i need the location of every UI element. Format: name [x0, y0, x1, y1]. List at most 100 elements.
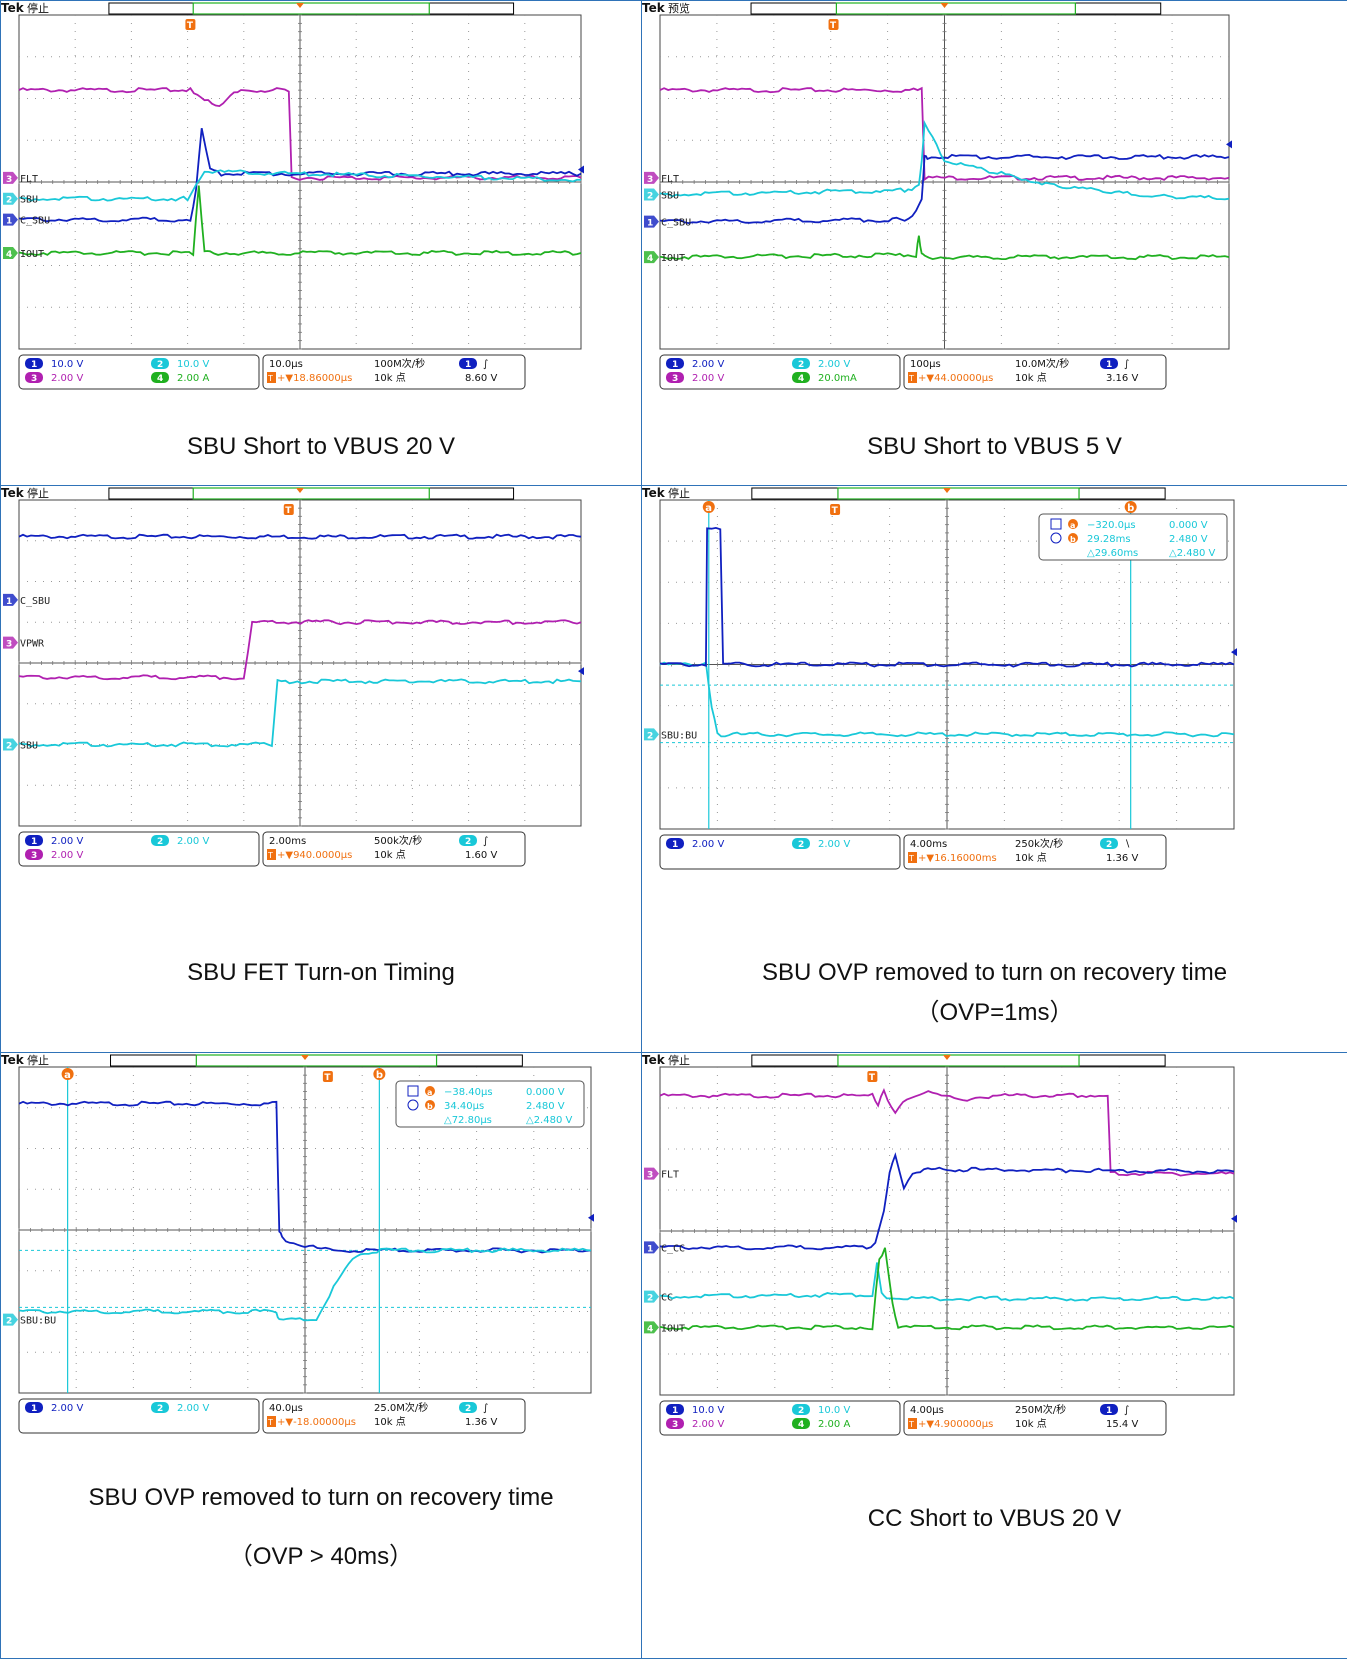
svg-text:a: a	[705, 503, 712, 514]
svg-text:4: 4	[798, 374, 804, 384]
svg-text:+▼-18.00000µs: +▼-18.00000µs	[277, 1417, 356, 1428]
svg-text:a: a	[1070, 521, 1075, 530]
channel-label-sbubu[interactable]: 2 SBU:BU	[3, 1313, 56, 1327]
scope-screen: Tek 停止 T 1 C_SBU 3 VPWR 2 SBU 1 2.00 V 2 2.00 V 3 2.00…	[1, 486, 584, 867]
svg-text:3: 3	[6, 175, 12, 185]
svg-text:1: 1	[31, 837, 37, 847]
svg-text:FLT: FLT	[661, 1170, 679, 1181]
svg-text:10k 点: 10k 点	[1015, 1418, 1047, 1430]
cursor-x-value: △29.60ms	[1087, 548, 1138, 559]
ch-scale-value: 2.00 V	[692, 1419, 724, 1430]
trace-ch1	[659, 526, 1235, 668]
trace-ch3	[659, 86, 1230, 182]
svg-text:FLT: FLT	[20, 174, 38, 185]
svg-text:2: 2	[798, 1406, 804, 1416]
svg-text:CC: CC	[661, 1293, 673, 1304]
cursor-x-value: 29.28ms	[1087, 534, 1131, 545]
cursor-y-value: △2.480 V	[1169, 548, 1215, 559]
scope-status: 停止	[27, 1053, 49, 1067]
svg-text:a: a	[427, 1088, 432, 1097]
svg-text:2: 2	[465, 1404, 471, 1414]
svg-text:T: T	[830, 21, 837, 31]
svg-text:+▼16.16000ms: +▼16.16000ms	[918, 853, 997, 864]
channel-label-iout[interactable]: 4 IOUT	[3, 246, 44, 260]
channel-label-ccc[interactable]: 1 C_CC	[644, 1241, 685, 1254]
timebase-readout: 4.00ms 250k次/秒 T +▼16.16000ms 10k 点 2 ∖ 1.36 V	[903, 834, 1167, 870]
record-bar	[751, 1054, 1166, 1067]
svg-text:3: 3	[6, 640, 12, 650]
scope-status: 停止	[668, 486, 690, 500]
svg-text:1: 1	[31, 360, 37, 370]
channel-label-sbu[interactable]: 2 SBU	[644, 188, 679, 202]
svg-text:250k次/秒: 250k次/秒	[1015, 837, 1063, 850]
scope-brand: Tek	[1, 1053, 25, 1067]
timebase-readout: 4.00µs 250M次/秒 T +▼4.900000µs 10k 点 1 ∫ 15.4 V	[903, 1400, 1167, 1436]
svg-text:T: T	[869, 1073, 876, 1083]
svg-text:10k 点: 10k 点	[1015, 852, 1047, 864]
channel-label-cc[interactable]: 2 CC	[644, 1290, 673, 1304]
panel-caption: SBU Short to VBUS 5 V	[867, 433, 1122, 460]
svg-text:1.36 V: 1.36 V	[465, 1417, 497, 1428]
svg-text:2: 2	[6, 196, 12, 206]
scope-brand: Tek	[642, 1, 666, 15]
channel-label-sbu[interactable]: 2 SBU	[3, 738, 38, 752]
svg-text:2: 2	[157, 360, 163, 370]
scope-screen: Tek 停止 T 3 FLT 1 C_CC 2 CC 4 IOUT 1 10.0 V 2 10.0 V 3 2.…	[642, 1053, 1237, 1436]
svg-text:C_CC: C_CC	[661, 1243, 685, 1254]
trigger-marker: T	[283, 504, 294, 516]
channel-label-iout[interactable]: 4 IOUT	[644, 1321, 685, 1334]
scope-status: 预览	[668, 1, 690, 15]
panel-caption: SBU OVP removed to turn on recovery time	[761, 959, 1228, 986]
svg-text:∫: ∫	[483, 359, 488, 370]
panel-p2: Tek 预览 T 3 FLT 2 SBU 1 C_SBU 4 IOUT 1 2.00 V 2 2.00 V 3…	[641, 0, 1347, 486]
svg-text:250M次/秒: 250M次/秒	[1015, 1403, 1066, 1416]
channel-label-csbu[interactable]: 1 C_SBU	[644, 215, 691, 229]
channel-label-sbu[interactable]: 2 SBU	[3, 192, 38, 206]
cursor-readout: a −38.40µs 0.000 V b 34.40µs 2.480 V △72.80µs △…	[395, 1080, 585, 1128]
svg-text:2.00ms: 2.00ms	[269, 836, 306, 847]
svg-text:1: 1	[6, 597, 12, 607]
svg-text:10.0M次/秒: 10.0M次/秒	[1015, 357, 1069, 370]
svg-text:3: 3	[647, 175, 653, 185]
trace-ch1	[18, 128, 582, 223]
ch-scale-value: 2.00 A	[177, 373, 209, 384]
channel-label-flt[interactable]: 3 FLT	[644, 171, 679, 185]
svg-text:+▼940.0000µs: +▼940.0000µs	[277, 850, 352, 861]
panel-caption: CC Short to VBUS 20 V	[867, 1505, 1122, 1532]
ch-scale-value: 2.00 V	[51, 850, 83, 861]
trace-ch2	[659, 1262, 1235, 1302]
ch-scale-value: 2.00 V	[692, 359, 724, 370]
svg-text:1: 1	[6, 217, 12, 227]
channel-label-iout[interactable]: 4 IOUT	[644, 251, 685, 264]
svg-text:1: 1	[672, 360, 678, 370]
channel-label-csbu[interactable]: 1 C_SBU	[3, 213, 50, 227]
svg-text:15.4 V: 15.4 V	[1106, 1419, 1138, 1430]
svg-text:2: 2	[1106, 840, 1112, 850]
scale-readout: 1 2.00 V 2 2.00 V 3 2.00 V 4 20.0mA	[659, 354, 901, 390]
channel-label-csbu[interactable]: 1 C_SBU	[3, 593, 50, 607]
ch-scale-value: 2.00 V	[51, 836, 83, 847]
timebase-readout: 40.0µs 25.0M次/秒 T +▼-18.00000µs 10k 点 2 ∫ 1.36 …	[262, 1398, 526, 1434]
svg-text:+▼44.00000µs: +▼44.00000µs	[918, 373, 993, 384]
timebase-readout: 2.00ms 500k次/秒 T +▼940.0000µs 10k 点 2 ∫ 1.60 V	[262, 831, 526, 867]
channel-label-flt[interactable]: 3 FLT	[3, 171, 38, 185]
svg-text:2: 2	[157, 837, 163, 847]
channel-label-sbubu[interactable]: 2 SBU:BU	[644, 728, 697, 741]
svg-text:4.00ms: 4.00ms	[910, 839, 947, 850]
svg-text:∫: ∫	[483, 836, 488, 847]
channel-label-vpwr[interactable]: 3 VPWR	[3, 636, 45, 650]
svg-text:3: 3	[31, 374, 37, 384]
panel-caption: （OVP > 40ms）	[228, 1543, 414, 1570]
ch-scale-value: 2.00 A	[818, 1419, 850, 1430]
ch-scale-value: 2.00 V	[818, 839, 850, 850]
svg-text:1: 1	[465, 360, 471, 370]
svg-text:2: 2	[6, 742, 12, 752]
svg-text:1: 1	[1106, 1406, 1112, 1416]
ch-scale-value: 2.00 V	[818, 359, 850, 370]
svg-text:2: 2	[157, 1404, 163, 1414]
trace-ch2	[18, 169, 582, 202]
channel-label-flt[interactable]: 3 FLT	[644, 1167, 679, 1181]
